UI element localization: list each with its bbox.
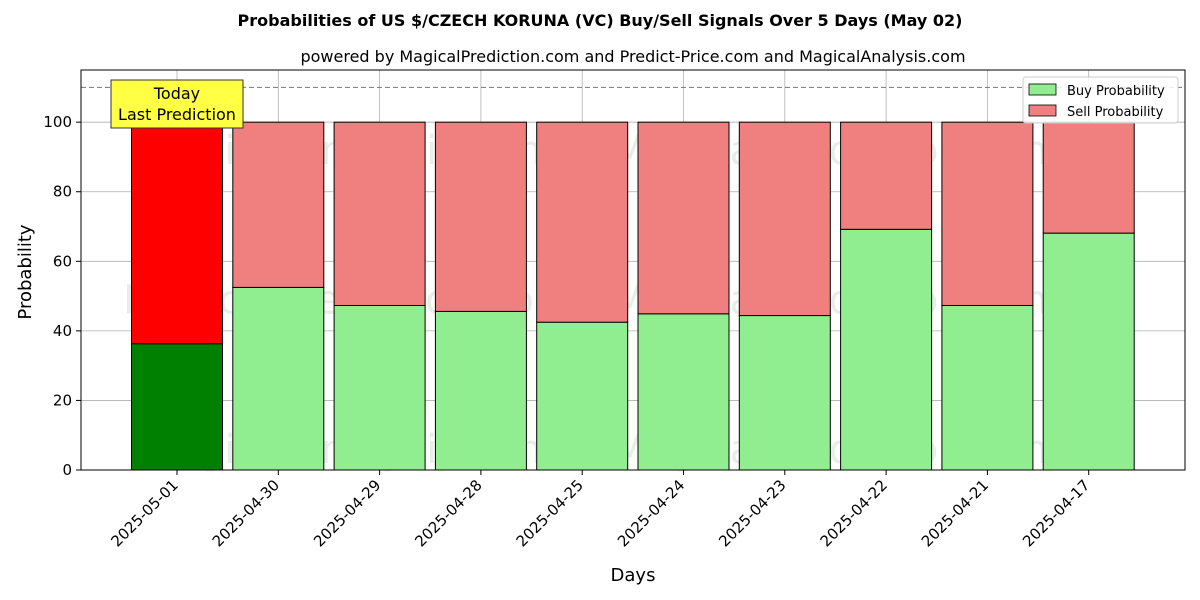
chart-subtitle: powered by MagicalPrediction.com and Pre… [300,47,965,66]
y-axis-label: Probability [15,224,36,319]
sell-bar [637,121,730,315]
chart-title: Probabilities of US $/CZECH KORUNA (VC) … [238,11,963,30]
y-tick-label: 20 [53,391,72,409]
x-tick-label: 2025-04-23 [715,476,789,550]
axes-frame [80,69,1186,471]
x-tick-label: 2025-05-01 [107,476,181,550]
legend-swatch [1028,104,1057,117]
sell-bar [333,121,426,306]
y-tick-label: 80 [53,183,72,201]
sell-bar [131,121,223,345]
x-tick-label: 2025-04-21 [918,476,992,550]
buy-bar [738,315,831,471]
x-tick-label: 2025-04-29 [310,476,384,550]
legend-swatch [1028,83,1057,96]
y-tick-label: 100 [43,113,72,131]
buy-bar [434,310,527,471]
y-tick-label: 40 [53,322,72,340]
x-tick-label: 2025-04-28 [411,476,485,550]
plot-area: MagicalAnalysis.comMagicalPrediction.com… [43,69,1186,550]
today-annotation-box [110,79,244,129]
sell-bar [434,121,527,312]
x-tick-label: 2025-04-17 [1019,476,1093,550]
today-annotation-line2: Last Prediction [118,105,236,124]
y-tick-label: 0 [62,461,72,479]
x-tick-label: 2025-04-24 [614,476,688,550]
buy-bar [637,313,730,471]
buy-bar [232,286,325,471]
sell-bar [232,121,325,288]
legend-label: Sell Probability [1067,105,1164,120]
sell-bar [840,121,933,230]
buy-bar [333,304,426,471]
y-tick-label: 60 [53,252,72,270]
x-tick-label: 2025-04-22 [817,476,891,550]
legend-label: Buy Probability [1067,84,1165,99]
buy-bar [941,304,1034,471]
sell-bar [941,121,1034,306]
x-tick-label: 2025-04-30 [209,476,283,550]
today-annotation-line1: Today [153,84,200,103]
buy-bar [1042,232,1135,471]
buy-bar [840,228,933,471]
buy-bar [131,343,223,471]
buy-bar [536,321,629,471]
legend-box [1022,76,1179,124]
sell-bar [536,121,629,323]
x-axis-label: Days [611,565,656,586]
x-tick-label: 2025-04-25 [513,476,587,550]
sell-bar [1042,121,1135,234]
sell-bar [738,121,831,317]
